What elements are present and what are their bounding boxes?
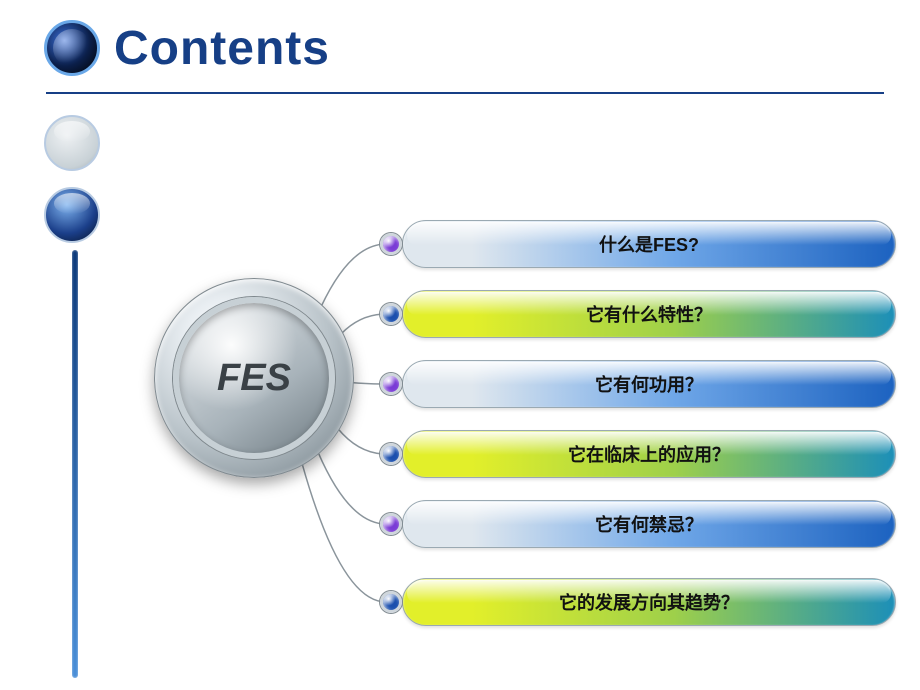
header: Contents [44, 20, 330, 76]
content-pill-4[interactable]: 它在临床上的应用？ [402, 430, 896, 478]
content-pill-3[interactable]: 它有何功用？ [402, 360, 896, 408]
content-pill-6[interactable]: 它的发展方向其趋势？ [402, 578, 896, 626]
content-pill-2[interactable]: 它有什么特性？ [402, 290, 896, 338]
connector-dot-4 [380, 443, 402, 465]
content-pill-label: 它有何禁忌？ [403, 511, 895, 537]
title-rule [46, 92, 884, 94]
header-icon [44, 20, 100, 76]
content-pill-label: 什么是FES? [403, 231, 895, 257]
hub-label: FES [155, 279, 353, 477]
content-pill-label: 它有什么特性？ [403, 301, 895, 327]
content-pill-label: 它的发展方向其趋势？ [403, 589, 895, 615]
content-pill-label: 它有何功用？ [403, 371, 895, 397]
hub-circle: FES [154, 278, 354, 478]
page-title: Contents [114, 21, 330, 76]
vertical-accent-line [72, 250, 78, 678]
connector-dot-5 [380, 513, 402, 535]
connector-dot-6 [380, 591, 402, 613]
connector-dot-1 [380, 233, 402, 255]
connector-dot-3 [380, 373, 402, 395]
side-icons [44, 115, 100, 259]
connector-dot-2 [380, 303, 402, 325]
side-icon-2 [44, 187, 100, 243]
content-pill-1[interactable]: 什么是FES? [402, 220, 896, 268]
side-icon-1 [44, 115, 100, 171]
content-pill-5[interactable]: 它有何禁忌？ [402, 500, 896, 548]
content-pill-label: 它在临床上的应用？ [403, 441, 895, 467]
